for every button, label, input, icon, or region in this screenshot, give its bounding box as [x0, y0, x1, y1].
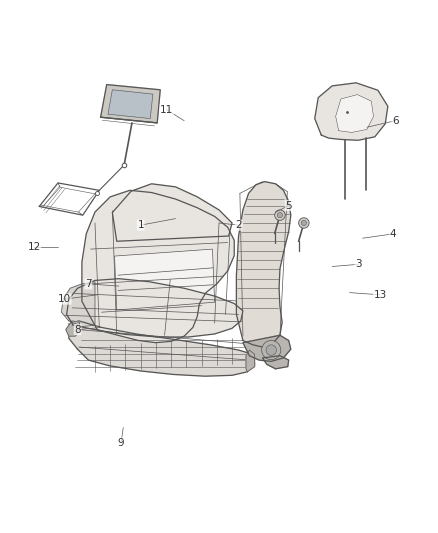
Polygon shape — [246, 350, 254, 372]
Polygon shape — [243, 335, 291, 361]
Circle shape — [277, 213, 283, 218]
Text: 12: 12 — [28, 242, 41, 252]
Text: 7: 7 — [85, 279, 92, 289]
Circle shape — [299, 218, 309, 228]
Circle shape — [275, 210, 285, 220]
Polygon shape — [113, 184, 232, 241]
Text: 4: 4 — [390, 229, 396, 239]
Polygon shape — [115, 249, 215, 310]
Text: 5: 5 — [285, 200, 292, 211]
Text: 8: 8 — [74, 325, 81, 335]
Polygon shape — [67, 279, 243, 337]
Polygon shape — [82, 190, 234, 343]
Circle shape — [301, 220, 307, 225]
Text: 13: 13 — [374, 290, 387, 300]
Polygon shape — [237, 182, 291, 347]
Polygon shape — [315, 83, 388, 140]
Polygon shape — [101, 85, 160, 123]
Polygon shape — [61, 282, 95, 327]
Text: 1: 1 — [138, 220, 144, 230]
Text: 6: 6 — [392, 116, 399, 126]
Polygon shape — [336, 94, 374, 133]
Polygon shape — [262, 356, 289, 369]
Text: 10: 10 — [58, 294, 71, 304]
Circle shape — [266, 345, 276, 356]
Text: 3: 3 — [355, 260, 362, 269]
Text: 11: 11 — [160, 105, 173, 115]
Text: 9: 9 — [118, 438, 124, 448]
Polygon shape — [69, 321, 254, 376]
Circle shape — [261, 341, 281, 360]
Polygon shape — [66, 321, 80, 336]
Text: 2: 2 — [235, 220, 242, 230]
Polygon shape — [108, 90, 153, 118]
